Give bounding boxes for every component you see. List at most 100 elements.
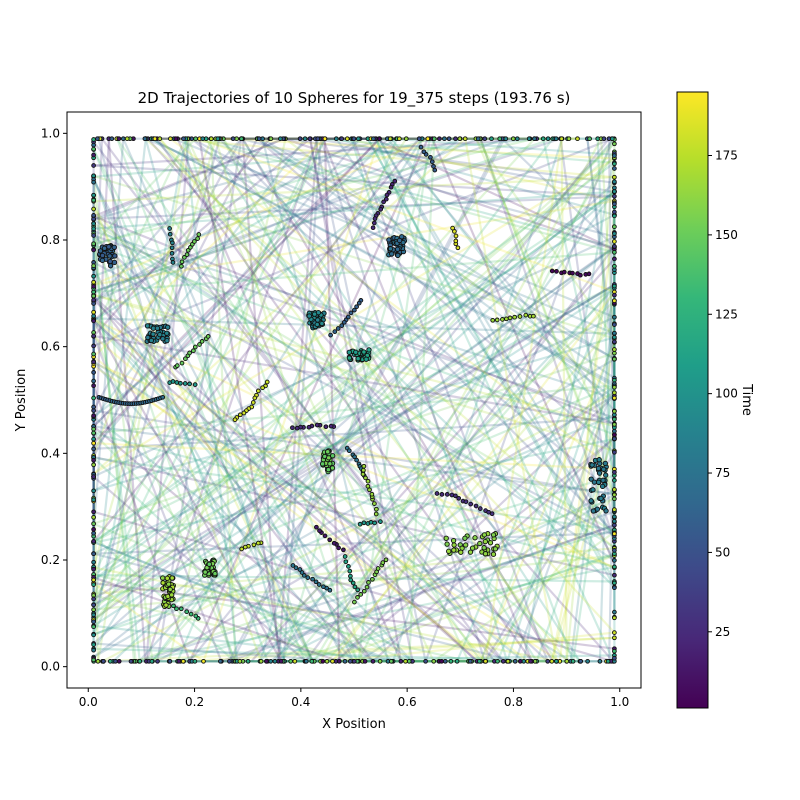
trajectory-point (612, 580, 617, 586)
trajectory-segment (375, 138, 615, 662)
trajectory-segment (92, 234, 549, 663)
trajectory-segment (392, 138, 564, 662)
trajectory-segment (391, 137, 615, 156)
trajectory-point (258, 658, 264, 664)
trajectory-segment (92, 218, 616, 562)
trajectory-segment (319, 137, 615, 164)
trajectory-point (91, 226, 96, 232)
trajectory-point (612, 213, 617, 219)
trajectory-point (169, 575, 175, 581)
trajectory-segment (147, 137, 614, 663)
trajectory-segment (262, 137, 615, 361)
trajectory-point (91, 582, 96, 587)
colorbar-label: Time (739, 383, 754, 416)
trajectory-point (91, 474, 96, 479)
trajectory-point (315, 136, 321, 142)
trajectory-segment (496, 379, 616, 662)
trajectory-point (268, 658, 274, 664)
trajectory-point (111, 244, 117, 250)
trajectory-segment (177, 528, 615, 663)
trajectory-point (316, 582, 322, 587)
trajectory-point (341, 547, 346, 553)
trajectory-segment (479, 138, 616, 496)
trajectory-point (167, 658, 173, 664)
trajectory-point (357, 521, 363, 527)
trajectory-point (91, 521, 96, 527)
trajectory-point (380, 560, 386, 565)
trajectory-segment (373, 137, 615, 251)
trajectory-segment (156, 138, 243, 662)
trajectory-segment (93, 455, 615, 577)
trajectory-point (208, 136, 214, 142)
trajectory-point (388, 184, 394, 190)
trajectory-point (490, 532, 497, 538)
trajectory-segment (92, 137, 361, 450)
trajectory-segment (92, 432, 316, 663)
trajectory-segment (92, 149, 306, 662)
trajectory-point (91, 632, 96, 638)
trajectory-point (99, 257, 106, 264)
trajectory-point (355, 595, 360, 600)
trajectory-segment (93, 624, 392, 663)
trajectory-point (599, 483, 606, 490)
trajectory-point (585, 658, 590, 664)
trajectory-segment (93, 137, 398, 322)
trajectory-point (348, 310, 354, 316)
trajectory-point (91, 192, 96, 198)
trajectory-segment (326, 322, 616, 663)
trajectory-segment (304, 552, 615, 663)
trajectory-point (256, 136, 262, 142)
trajectory-segment (92, 415, 413, 663)
trajectory-point (489, 136, 494, 142)
trajectory-point (157, 136, 163, 142)
trajectory-point (490, 317, 496, 323)
trajectory-segment (92, 137, 311, 322)
trajectory-point (91, 509, 96, 515)
trajectory-point (264, 379, 270, 385)
trajectory-segment (93, 362, 615, 569)
trajectory-point (101, 658, 106, 664)
trajectory-segment (558, 215, 616, 662)
trajectory-point (142, 136, 148, 142)
trajectory-segment (158, 138, 568, 662)
trajectory-point (612, 224, 617, 230)
trajectory-point (453, 238, 459, 244)
trajectory-segment (150, 137, 615, 385)
trajectory-point (91, 530, 96, 536)
y-axis-label: Y Position (14, 369, 29, 433)
trajectory-point (612, 514, 617, 520)
trajectory-point (416, 136, 422, 142)
trajectory-point (612, 179, 617, 185)
trajectory-segment (309, 138, 402, 662)
trajectory-point (348, 577, 354, 583)
trajectory-point (586, 271, 592, 277)
trajectory-point (319, 320, 325, 327)
trajectory-point (603, 472, 609, 478)
x-tick-label: 0.6 (398, 695, 417, 709)
trajectory-point (313, 579, 319, 585)
trajectory-point (330, 453, 336, 459)
trajectory-segment (93, 222, 615, 533)
trajectory-point (152, 136, 158, 142)
trajectory-segment (93, 384, 615, 606)
trajectory-segment (92, 150, 616, 597)
trajectory-point (91, 514, 96, 520)
trajectory-point (363, 475, 368, 481)
trajectory-point (325, 449, 331, 455)
trajectory-point (91, 577, 96, 583)
trajectory-segment (241, 138, 554, 662)
trajectory-segment (336, 137, 615, 216)
trajectory-point (91, 173, 96, 179)
trajectory-point (352, 584, 358, 590)
trajectory-point (341, 319, 347, 325)
trajectory-segment (93, 318, 615, 569)
trajectory-segment (283, 137, 615, 251)
trajectory-segment (321, 138, 533, 662)
trajectory-segment (92, 138, 221, 620)
trajectory-segment (145, 138, 319, 662)
trajectory-segment (92, 138, 243, 412)
trajectory-point (91, 309, 96, 315)
trajectory-segment (92, 138, 321, 606)
trajectory-point (612, 153, 617, 158)
